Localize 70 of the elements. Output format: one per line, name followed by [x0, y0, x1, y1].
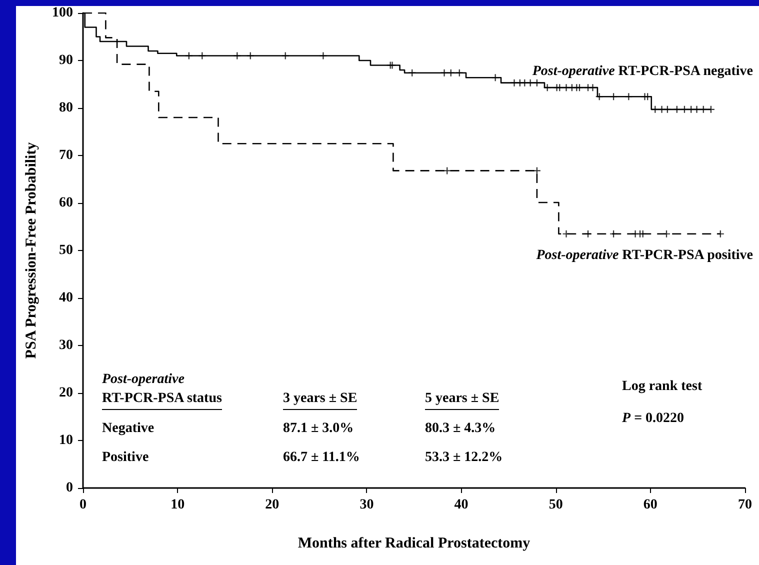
point: [492, 74, 499, 82]
x-tick-label: 40: [454, 498, 468, 512]
point: [625, 93, 632, 100]
point: [596, 93, 603, 100]
point: [440, 69, 448, 76]
point: [576, 84, 583, 92]
point: [198, 52, 206, 60]
annotation: 66.7 ± 11.1%: [283, 450, 360, 466]
point: [707, 106, 714, 113]
point: [444, 167, 451, 174]
point: [663, 230, 670, 238]
point: [610, 230, 618, 238]
point: [693, 106, 700, 113]
point: [610, 93, 618, 100]
series-label: Post-operative RT-PCR-PSA negative: [532, 64, 753, 80]
annotation: 53.3 ± 12.2%: [425, 450, 503, 466]
annotation: Log rank test: [622, 379, 702, 395]
y-tick-label: 90: [59, 53, 73, 68]
point: [673, 106, 680, 113]
point: [562, 230, 570, 238]
y-tick-label: 80: [59, 100, 73, 116]
point: [510, 79, 518, 86]
point: [234, 52, 241, 60]
y-tick-label: 20: [59, 386, 73, 400]
point: [533, 79, 540, 86]
x-tick-label: 20: [265, 498, 280, 512]
y-tick-label: 0: [66, 480, 73, 496]
y-tick-label: 100: [52, 6, 73, 20]
point: [282, 52, 289, 60]
annotation: 5 years ± SE: [425, 391, 500, 410]
x-tick-label: 30: [360, 498, 374, 512]
point: [584, 230, 592, 238]
y-axis-title: PSA Progression-Free Probability: [24, 142, 40, 359]
annotation: 80.3 ± 4.3%: [425, 421, 496, 437]
x-tick-label: 70: [738, 498, 752, 512]
series-label: Post-operative RT-PCR-PSA positive: [536, 248, 753, 264]
annotation: Positive: [102, 450, 149, 466]
y-tick-label: 50: [59, 243, 73, 258]
x-tick-label: 0: [80, 498, 86, 512]
x-tick-label: 50: [548, 498, 563, 512]
point: [447, 69, 454, 76]
y-tick-label: 40: [59, 290, 73, 306]
annotation: RT-PCR-PSA status: [102, 391, 222, 410]
point: [533, 167, 540, 174]
point: [652, 106, 659, 113]
y-tick-label: 60: [59, 196, 73, 210]
point: [556, 84, 564, 92]
y-tick-label: 10: [59, 433, 73, 448]
point: [320, 52, 327, 60]
point: [700, 106, 707, 113]
x-axis-title: Months after Radical Prostatectomy: [298, 536, 531, 552]
y-tick-label: 70: [59, 148, 73, 163]
point: [456, 69, 463, 76]
point: [246, 52, 254, 60]
x-tick-label: 10: [170, 498, 185, 512]
point: [544, 84, 551, 92]
annotation: 3 years ± SE: [283, 391, 358, 410]
point: [664, 106, 671, 113]
point: [589, 84, 596, 92]
point: [408, 69, 416, 76]
x-tick-label: 60: [643, 498, 658, 512]
annotation: Post-operative: [102, 372, 184, 387]
annotation: 87.1 ± 3.0%: [283, 421, 354, 437]
point: [644, 93, 652, 100]
y-tick-label: 30: [59, 338, 73, 353]
annotation: Negative: [102, 421, 154, 437]
point: [639, 230, 646, 238]
point: [716, 230, 724, 238]
point: [185, 52, 192, 60]
annotation: P = 0.0220: [622, 411, 684, 427]
